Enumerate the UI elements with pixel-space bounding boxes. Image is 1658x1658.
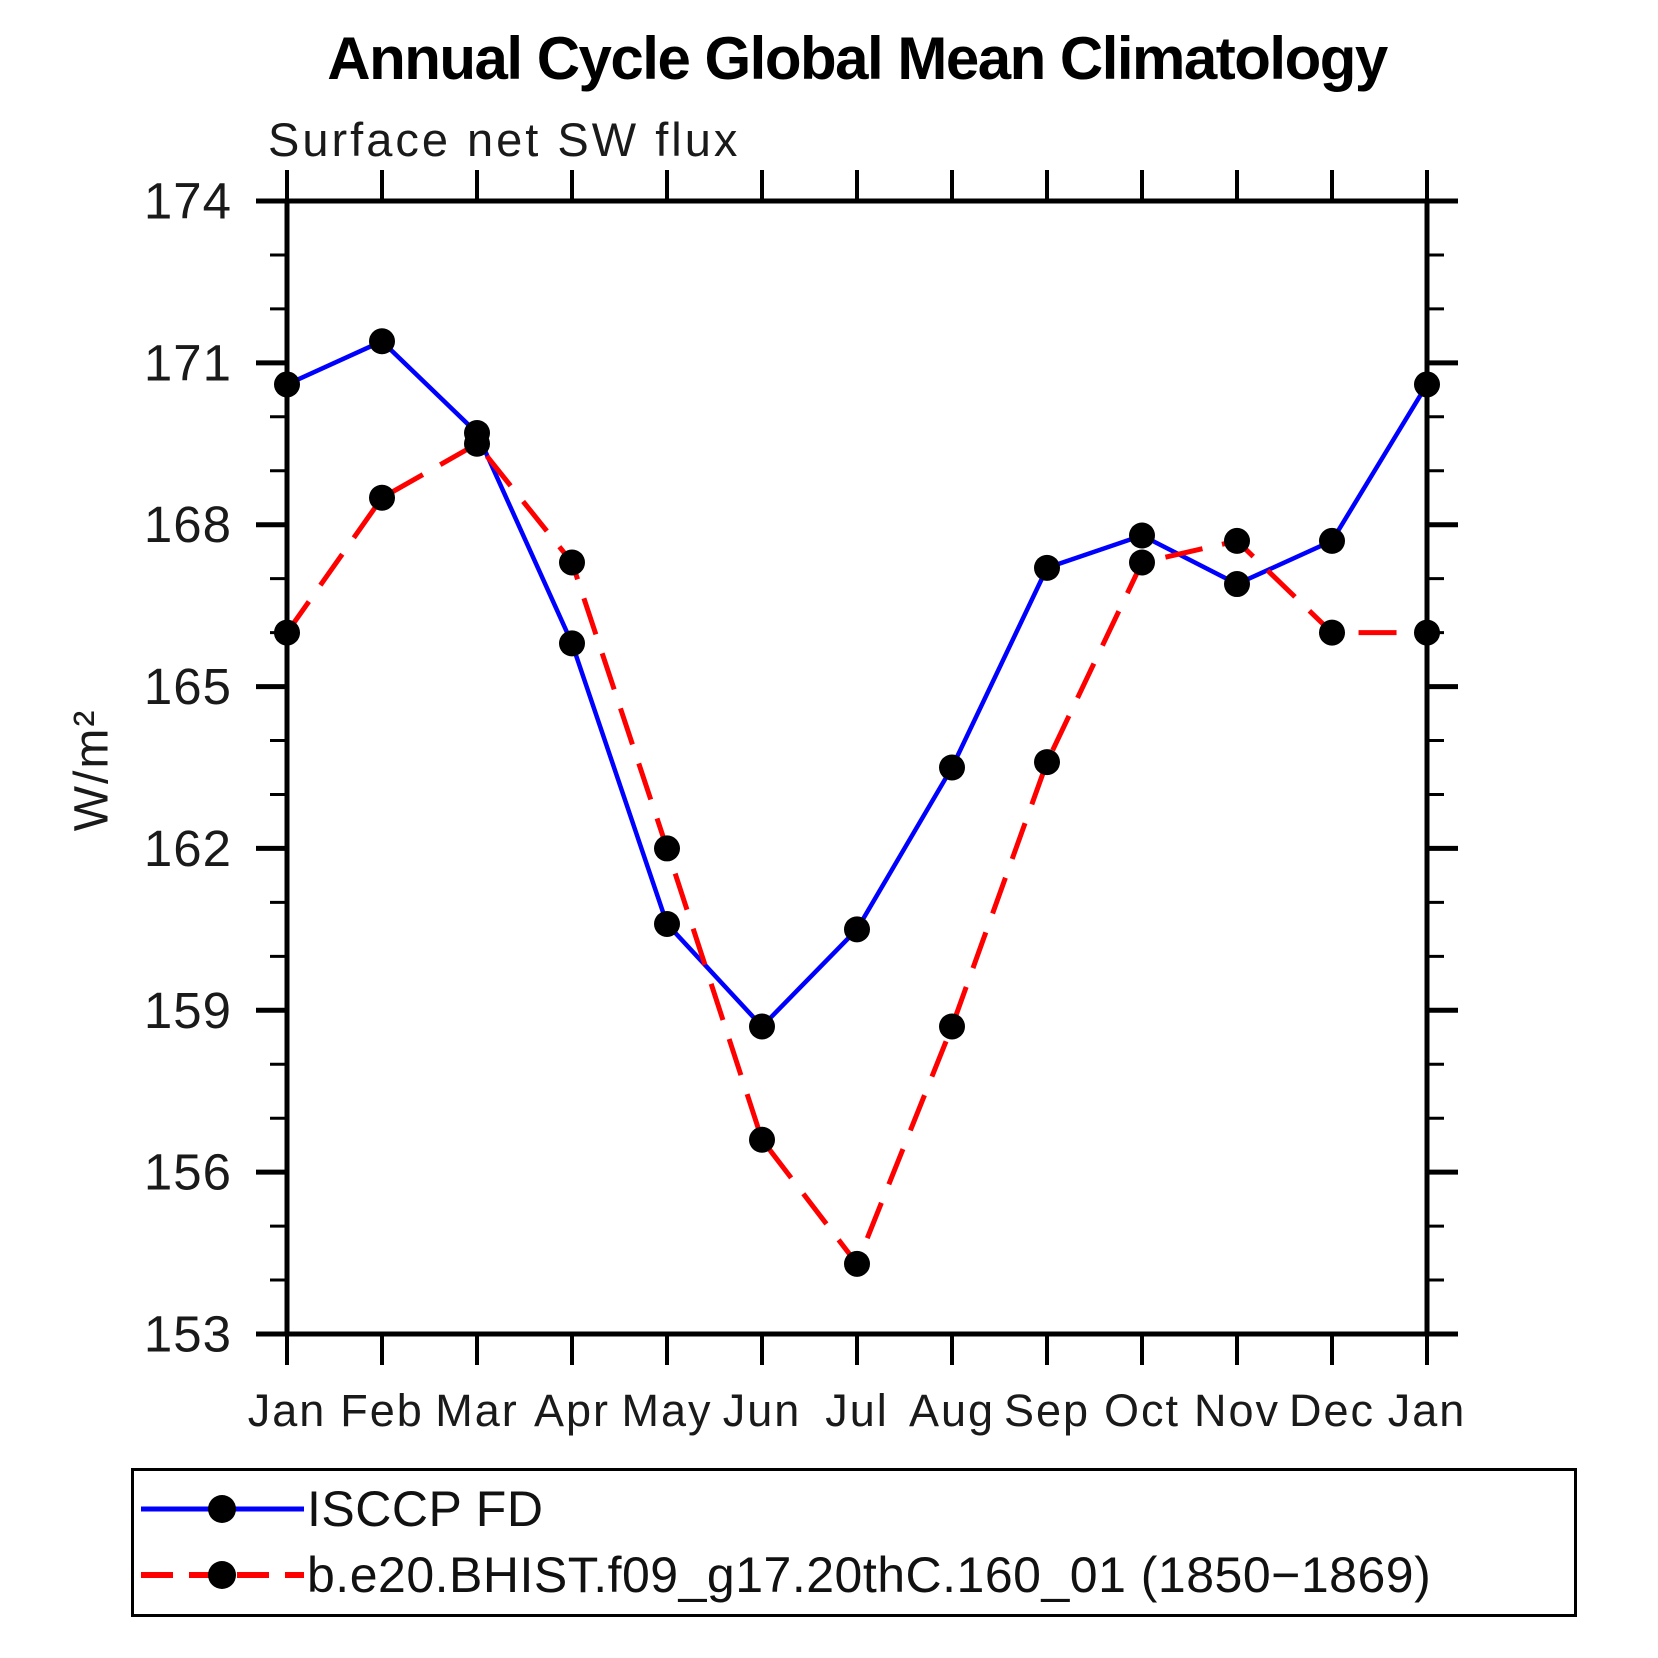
x-tick-label: Nov xyxy=(1194,1385,1280,1436)
x-tick-label: Mar xyxy=(435,1385,519,1436)
x-tick-label: Feb xyxy=(340,1385,424,1436)
legend-sample-marker-1 xyxy=(208,1561,236,1589)
data-point-marker-0 xyxy=(939,754,965,781)
data-point-marker-0 xyxy=(1129,522,1155,549)
data-point-marker-0 xyxy=(369,328,395,355)
data-point-marker-1 xyxy=(939,1013,965,1040)
data-point-marker-1 xyxy=(1319,619,1345,646)
data-point-marker-1 xyxy=(749,1126,775,1153)
series-line-1 xyxy=(284,440,1427,1269)
y-tick-label: 153 xyxy=(144,1306,232,1363)
data-point-marker-0 xyxy=(274,371,300,398)
data-point-marker-0 xyxy=(1224,571,1250,598)
data-point-marker-1 xyxy=(844,1250,870,1277)
y-tick-label: 171 xyxy=(144,334,232,391)
x-tick-label: Aug xyxy=(909,1385,995,1436)
x-tick-label: Jul xyxy=(825,1385,889,1436)
y-tick-label: 162 xyxy=(144,820,232,877)
plot-frame xyxy=(284,198,1430,1337)
data-point-marker-1 xyxy=(464,430,490,457)
legend-item-isccp-fd: ISCCP FD xyxy=(138,1477,543,1541)
legend-line-sample-isccp xyxy=(141,1495,304,1523)
y-tick-label: 159 xyxy=(144,982,232,1039)
y-axis: 153 156 159 162 165 168 171 174 xyxy=(144,173,1458,1363)
legend: ISCCP FD b.e20.BHIST.f09_g17.20thC.160_0… xyxy=(131,1468,1577,1617)
data-point-marker-1 xyxy=(1224,527,1250,554)
legend-line-sample-model xyxy=(141,1561,304,1589)
x-tick-label: Oct xyxy=(1104,1385,1180,1436)
x-tick-label: May xyxy=(621,1385,712,1436)
data-point-marker-0 xyxy=(749,1013,775,1040)
x-tick-label: Dec xyxy=(1289,1385,1375,1436)
legend-label-isccp-fd: ISCCP FD xyxy=(307,1481,544,1537)
data-point-marker-1 xyxy=(654,835,680,862)
data-point-marker-0 xyxy=(654,910,680,937)
legend-item-model: b.e20.BHIST.f09_g17.20thC.160_01 (1850−1… xyxy=(138,1543,1431,1607)
legend-label-model: b.e20.BHIST.f09_g17.20thC.160_01 (1850−1… xyxy=(307,1547,1432,1603)
data-point-marker-1 xyxy=(274,619,300,646)
y-tick-label: 174 xyxy=(144,173,232,230)
x-tick-label: Jan xyxy=(248,1385,327,1436)
data-point-marker-0 xyxy=(1414,371,1440,398)
legend-sample-marker-0 xyxy=(208,1495,236,1523)
data-point-marker-0 xyxy=(1319,527,1345,554)
x-tick-label: Jan xyxy=(1388,1385,1467,1436)
y-tick-label: 156 xyxy=(144,1144,232,1201)
data-point-marker-1 xyxy=(1414,619,1440,646)
chart-title: Annual Cycle Global Mean Climatology xyxy=(327,25,1388,92)
x-axis: Jan Feb Mar Apr May Jun Jul Aug Sep Oct Nov Dec Jan xyxy=(248,170,1467,1436)
x-tick-label: Sep xyxy=(1004,1385,1090,1436)
x-tick-label: Apr xyxy=(534,1385,610,1436)
y-tick-label: 168 xyxy=(144,496,232,553)
data-point-marker-1 xyxy=(369,484,395,511)
plot-area: Jan Feb Mar Apr May Jun Jul Aug Sep Oct Nov Dec Jan 1… xyxy=(144,170,1467,1436)
y-tick-label: 165 xyxy=(144,658,232,715)
data-point-marker-1 xyxy=(1129,549,1155,576)
chart-subtitle: Surface net SW flux xyxy=(268,113,741,166)
data-point-marker-0 xyxy=(559,630,585,657)
data-point-marker-0 xyxy=(844,916,870,943)
data-point-marker-0 xyxy=(1034,554,1060,581)
data-point-marker-1 xyxy=(1034,749,1060,776)
data-point-marker-1 xyxy=(559,549,585,576)
x-tick-label: Jun xyxy=(723,1385,802,1436)
